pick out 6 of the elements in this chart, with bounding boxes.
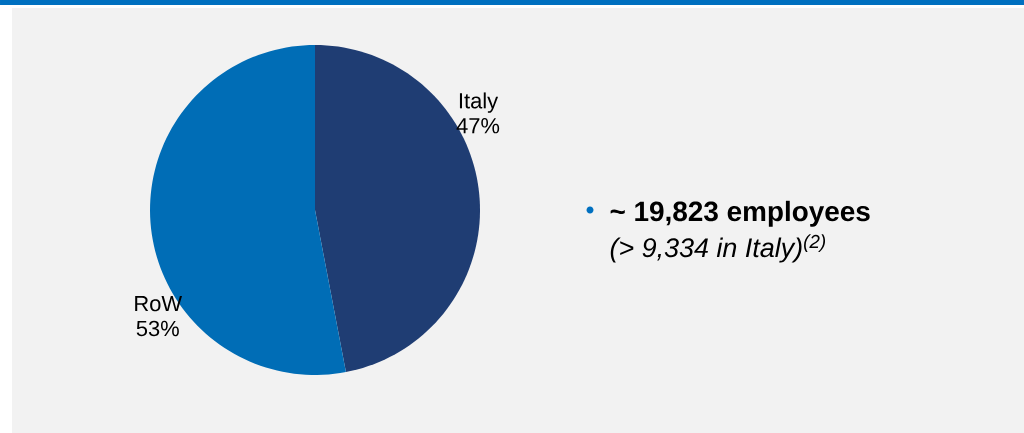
text: ~ 19,823 employees — [610, 200, 870, 227]
data-label: 47% — [456, 118, 500, 134]
data-label: 53% — [136, 320, 179, 337]
slice-label: RoW — [135, 296, 183, 312]
text: (> 9,334 in Italy)$^{(2)}$ — [610, 234, 826, 263]
slice-label: Italy — [459, 92, 499, 113]
